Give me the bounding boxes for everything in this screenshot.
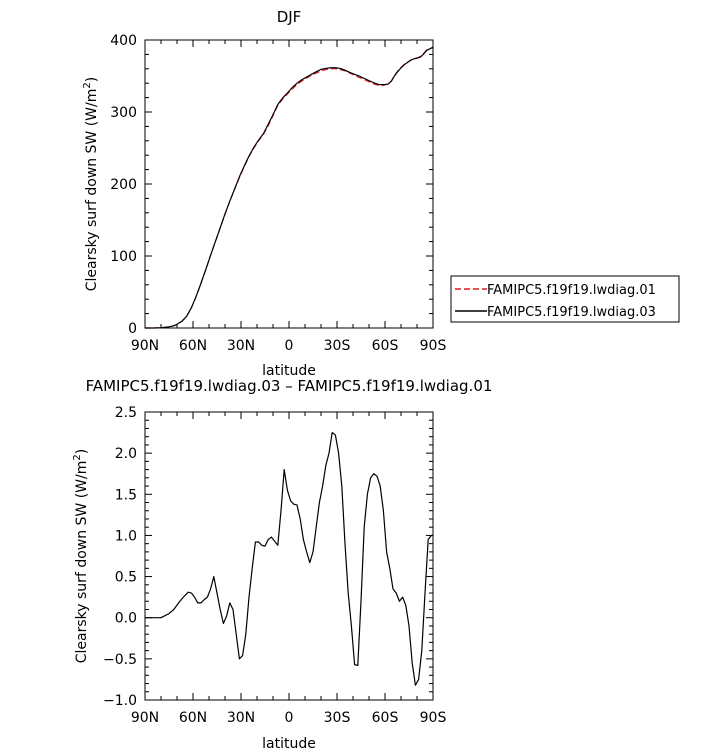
top-y-tick-label: 400 <box>110 33 137 49</box>
bottom-y-tick-label: 2.0 <box>115 446 137 462</box>
legend: FAMIPC5.f19f19.lwdiag.01 FAMIPC5.f19f19.… <box>450 275 680 323</box>
bottom-x-tick-label: 60N <box>179 710 207 726</box>
top-series-line-2 <box>145 46 434 329</box>
bottom-series-line-1 <box>145 431 433 686</box>
bottom-x-tick-label: 30N <box>227 710 255 726</box>
top-x-tick-label: 30N <box>227 338 255 354</box>
legend-box <box>450 275 680 323</box>
bottom-x-tick-label: 30S <box>324 710 351 726</box>
top-y-tick-label: 200 <box>110 177 137 193</box>
bottom-x-tick-label: 60S <box>372 710 399 726</box>
top-y-axis-label: Clearsky surf down SW (W/m2) <box>82 77 100 291</box>
bottom-line-chart: FAMIPC5.f19f19.lwdiag.03 – FAMIPC5.f19f1… <box>72 377 492 752</box>
top-y-tick-label: 300 <box>110 105 137 121</box>
bottom-plot-frame <box>144 411 434 701</box>
top-y-tick-label: 100 <box>110 249 137 265</box>
bottom-x-axis-label: latitude <box>262 736 316 752</box>
top-x-tick-label: 60S <box>372 338 399 354</box>
top-x-tick-label: 30S <box>324 338 351 354</box>
bottom-y-tick-label: 0.0 <box>115 611 137 627</box>
bottom-x-tick-label: 90S <box>420 710 447 726</box>
top-y-axis-label-superscript: 2 <box>82 82 93 88</box>
legend-label-series-01: FAMIPC5.f19f19.lwdiag.01 <box>487 283 656 298</box>
bottom-x-tick-label: 0 <box>285 710 294 726</box>
top-series-line-1 <box>145 47 434 329</box>
top-x-tick-label: 90S <box>420 338 447 354</box>
top-x-tick-label: 90N <box>131 338 159 354</box>
top-x-axis-label: latitude <box>262 363 316 379</box>
bottom-chart-title: FAMIPC5.f19f19.lwdiag.03 – FAMIPC5.f19f1… <box>86 377 493 395</box>
bottom-y-tick-label: 0.5 <box>115 570 137 586</box>
bottom-y-tick-label: −1.0 <box>103 693 137 709</box>
bottom-y-tick-label: −0.5 <box>103 652 137 668</box>
top-x-tick-label: 0 <box>285 338 294 354</box>
top-y-tick-label: 0 <box>128 321 137 337</box>
bottom-x-tick-label: 90N <box>131 710 159 726</box>
top-chart-title: DJF <box>277 8 302 26</box>
top-x-tick-label: 60N <box>179 338 207 354</box>
bottom-y-tick-label: 2.5 <box>115 405 137 421</box>
top-line-chart: DJF 90N 60N 30N 0 30S 60S 90S 0 100 200 300 400 lat… <box>82 8 680 379</box>
bottom-y-tick-label: 1.5 <box>115 487 137 503</box>
bottom-y-axis-label-superscript: 2 <box>72 454 83 460</box>
legend-label-series-03: FAMIPC5.f19f19.lwdiag.03 <box>487 305 656 320</box>
bottom-y-axis-label: Clearsky surf down SW (W/m2) <box>72 449 90 663</box>
bottom-y-tick-label: 1.0 <box>115 528 137 544</box>
